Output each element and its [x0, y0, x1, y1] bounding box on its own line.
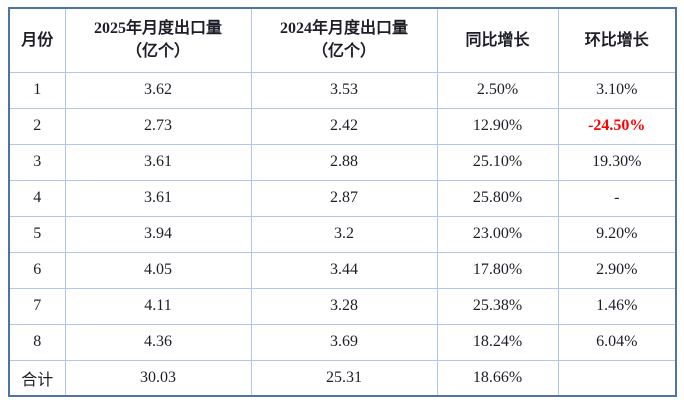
cell-export-2024: 2.87: [250, 179, 438, 217]
cell-export-2025: 4.11: [64, 287, 252, 325]
table-row: 2 2.73 2.42 12.90% -24.50%: [8, 107, 677, 145]
cell-yoy: 23.00%: [436, 215, 559, 253]
cell-yoy: 25.80%: [436, 179, 559, 217]
col-header-yoy: 同比增长: [436, 7, 559, 73]
cell-month: 6: [8, 251, 66, 289]
cell-export-2025: 4.05: [64, 251, 252, 289]
cell-mom: 2.90%: [557, 251, 677, 289]
cell-export-2025: 4.36: [64, 323, 252, 361]
cell-yoy: 17.80%: [436, 251, 559, 289]
table-row: 6 4.05 3.44 17.80% 2.90%: [8, 251, 677, 289]
table-row: 8 4.36 3.69 18.24% 6.04%: [8, 323, 677, 361]
col-header-month: 月份: [8, 7, 66, 73]
table-row: 7 4.11 3.28 25.38% 1.46%: [8, 287, 677, 325]
cell-mom-negative: -24.50%: [557, 107, 677, 145]
cell-yoy: 18.24%: [436, 323, 559, 361]
cell-total-label: 合计: [8, 359, 66, 397]
cell-export-2024: 3.53: [250, 71, 438, 109]
cell-export-2024: 2.88: [250, 143, 438, 181]
cell-mom: 1.46%: [557, 287, 677, 325]
table-row: 5 3.94 3.2 23.00% 9.20%: [8, 215, 677, 253]
cell-mom: 3.10%: [557, 71, 677, 109]
cell-export-2024: 3.44: [250, 251, 438, 289]
cell-total-export-2025: 30.03: [64, 359, 252, 397]
cell-export-2025: 3.94: [64, 215, 252, 253]
cell-export-2024: 3.69: [250, 323, 438, 361]
cell-total-mom-empty: [557, 359, 677, 397]
cell-mom: 6.04%: [557, 323, 677, 361]
cell-export-2024: 3.28: [250, 287, 438, 325]
cell-export-2024: 2.42: [250, 107, 438, 145]
cell-yoy: 25.38%: [436, 287, 559, 325]
col-header-export-2025: 2025年月度出口量 （亿个）: [64, 7, 252, 73]
col-header-export-2024: 2024年月度出口量 （亿个）: [250, 7, 438, 73]
cell-export-2025: 3.62: [64, 71, 252, 109]
cell-month: 1: [8, 71, 66, 109]
cell-mom: 9.20%: [557, 215, 677, 253]
cell-total-export-2024: 25.31: [250, 359, 438, 397]
table-row: 4 3.61 2.87 25.80% -: [8, 179, 677, 217]
cell-month: 4: [8, 179, 66, 217]
cell-month: 7: [8, 287, 66, 325]
cell-month: 8: [8, 323, 66, 361]
cell-yoy: 25.10%: [436, 143, 559, 181]
col-header-mom: 环比增长: [557, 7, 677, 73]
cell-yoy: 2.50%: [436, 71, 559, 109]
cell-yoy: 12.90%: [436, 107, 559, 145]
cell-mom-dash: -: [557, 179, 677, 217]
table-row: 1 3.62 3.53 2.50% 3.10%: [8, 71, 677, 109]
table-row: 3 3.61 2.88 25.10% 19.30%: [8, 143, 677, 181]
cell-month: 5: [8, 215, 66, 253]
cell-export-2025: 2.73: [64, 107, 252, 145]
cell-export-2025: 3.61: [64, 143, 252, 181]
total-row: 合计 30.03 25.31 18.66%: [8, 359, 677, 397]
cell-total-yoy: 18.66%: [436, 359, 559, 397]
cell-month: 3: [8, 143, 66, 181]
cell-month: 2: [8, 107, 66, 145]
cell-export-2025: 3.61: [64, 179, 252, 217]
header-row: 月份 2025年月度出口量 （亿个） 2024年月度出口量 （亿个） 同比增长 …: [8, 7, 677, 73]
export-table: 月份 2025年月度出口量 （亿个） 2024年月度出口量 （亿个） 同比增长 …: [8, 7, 677, 397]
cell-mom: 19.30%: [557, 143, 677, 181]
cell-export-2024: 3.2: [250, 215, 438, 253]
